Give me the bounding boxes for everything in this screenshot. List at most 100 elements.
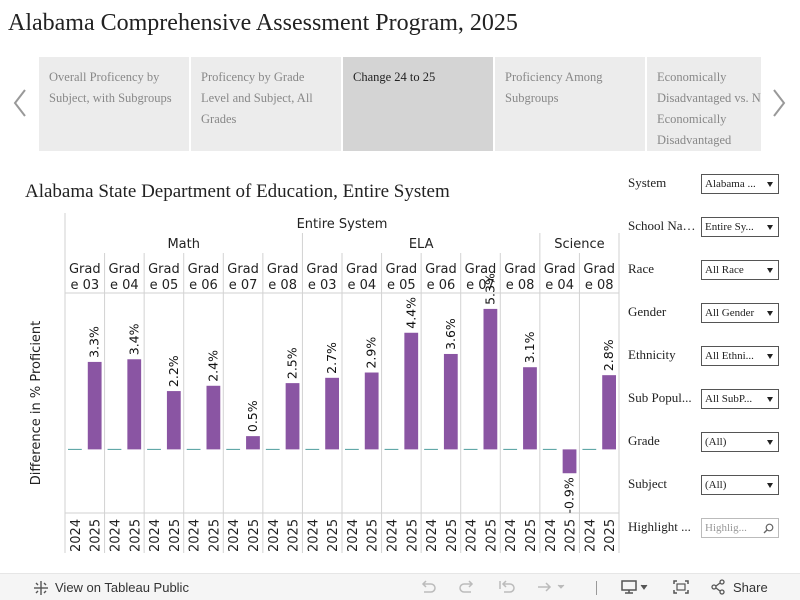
race-dropdown[interactable]: All Race [701,260,779,280]
subject-header-ela: ELA [409,237,434,252]
undo-icon[interactable] [419,579,437,595]
year-tick-label: 2025 [603,519,618,552]
grade-header-line1: Grad [346,262,378,277]
revert-icon[interactable] [498,579,516,595]
data-label: 3.4% [126,323,141,355]
grade-header-line2: e 04 [347,278,376,293]
data-label: 2.2% [166,355,181,387]
toolbar-divider [596,581,597,595]
share-icon[interactable] [710,579,726,595]
filter-label-gender: Gender [628,304,667,319]
data-label: 2.9% [364,337,379,369]
grade-dropdown[interactable]: (All) [701,432,779,452]
chevron-left-icon [13,89,26,117]
school-value: Entire Sy... [705,221,754,233]
device-layout-icon[interactable] [620,579,652,595]
story-tabs: Overall Proficency by Subject, with Subg… [39,57,761,151]
subpopulation-value: All SubP... [705,393,753,405]
subject-dropdown[interactable]: (All) [701,475,779,495]
tab-proficiency-subgroups[interactable]: Proficiency Among Subgroups [495,57,645,151]
year-tick-label: 2025 [524,519,539,552]
data-label: 2.4% [205,350,220,382]
data-label: 3.1% [522,331,537,363]
bar [206,385,221,450]
year-tick-label: 2024 [108,519,123,552]
grade-header-line2: e 06 [189,278,218,293]
filter-label-school: School Name [628,218,698,233]
filter-label-ethnicity: Ethnicity [628,347,676,362]
bar [523,367,537,450]
tab-proficiency-by-grade[interactable]: Proficency by Grade Level and Subject, A… [191,57,341,151]
highlight-search-input[interactable]: Highlig... [701,518,779,538]
y-axis-label: Difference in % Proficient [29,321,44,486]
page-title: Alabama Comprehensive Assessment Program… [8,10,518,36]
year-tick-label: 2024 [544,519,559,552]
bar [246,436,260,450]
ethnicity-dropdown[interactable]: All Ethni... [701,346,779,366]
data-label: 0.5% [245,400,260,432]
grade-header-line2: e 04 [110,278,139,293]
chevron-down-icon [767,440,773,445]
grade-header-line1: Grad [306,262,338,277]
refresh-icon[interactable] [536,579,566,595]
grade-header-line1: Grad [148,262,180,277]
bar-chart: Entire System Difference in % Proficient M… [29,213,620,553]
fullscreen-icon[interactable] [672,579,690,595]
chevron-down-icon [767,225,773,230]
year-tick-label: 2024 [385,519,400,552]
grade-header-line2: e 03 [70,278,99,293]
year-tick-label: 2025 [326,519,341,552]
subject-header-math: Math [167,237,200,252]
chevron-right-icon [773,89,786,117]
year-tick-label: 2024 [188,519,203,552]
top-header-label: Entire System [297,217,388,232]
year-tick-label: 2024 [227,519,242,552]
grade-header-line1: Grad [425,262,457,277]
chevron-down-icon [767,354,773,359]
chart-heading: Alabama State Department of Education, E… [25,181,450,202]
year-tick-label: 2025 [168,519,183,552]
data-label: 2.7% [324,342,339,374]
system-value: Alabama ... [705,178,756,190]
grade-header-line2: e 05 [387,278,416,293]
year-tick-label: 2024 [504,519,519,552]
bar [602,375,616,450]
redo-icon[interactable] [458,579,476,595]
bar [404,332,419,450]
subject-header-science: Science [554,237,604,252]
system-dropdown[interactable]: Alabama ... [701,174,779,194]
subpopulation-dropdown[interactable]: All SubP... [701,389,779,409]
year-tick-label: 2025 [445,519,460,552]
year-tick-label: 2025 [128,519,143,552]
bar [285,383,300,450]
year-tick-label: 2024 [69,519,84,552]
bar [166,391,181,450]
bar [364,372,379,450]
share-button[interactable]: Share [733,580,768,595]
next-tab-arrow[interactable] [771,88,787,118]
chevron-down-icon [767,268,773,273]
data-label: 3.6% [443,318,458,350]
view-on-tableau-link[interactable]: View on Tableau Public [55,580,189,595]
school-name-dropdown[interactable]: Entire Sy... [701,217,779,237]
grade-header-line1: Grad [386,262,418,277]
year-tick-label: 2024 [306,519,321,552]
year-tick-label: 2025 [247,519,262,552]
gender-dropdown[interactable]: All Gender [701,303,779,323]
chevron-down-icon [767,483,773,488]
filter-label-highlight: Highlight ... [628,519,691,534]
prev-tab-arrow[interactable] [12,88,28,118]
year-tick-label: 2025 [207,519,222,552]
year-tick-label: 2024 [267,519,282,552]
tab-economically-disadvantaged[interactable]: Economically Disadvantaged vs. Not Econo… [647,57,761,151]
grade-header-line1: Grad [267,262,299,277]
grade-header-line2: e 04 [545,278,574,293]
data-label: 3.3% [87,326,102,358]
tab-overall-proficiency[interactable]: Overall Proficency by Subject, with Subg… [39,57,189,151]
grade-header-line2: e 08 [506,278,535,293]
ethnicity-value: All Ethni... [705,350,754,362]
filter-label-subpopulation: Sub Popul... [628,390,692,405]
tab-change-24-25[interactable]: Change 24 to 25 [343,57,493,151]
chevron-down-icon [767,182,773,187]
grade-header-line1: Grad [544,262,576,277]
